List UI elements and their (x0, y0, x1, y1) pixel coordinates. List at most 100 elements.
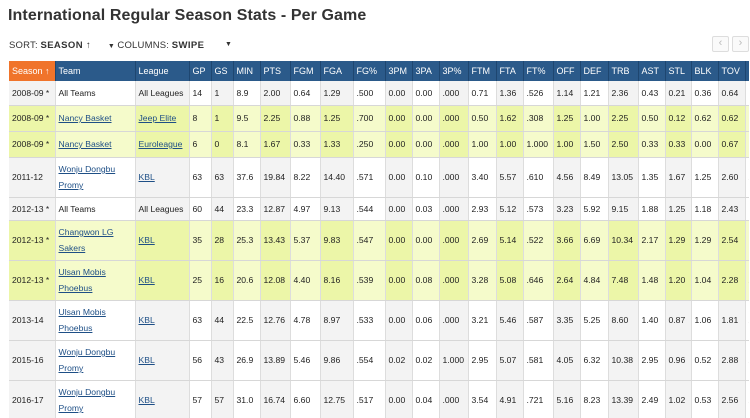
columns-dropdown-icon[interactable]: ▼ (225, 41, 232, 48)
stat-cell: 2.00 (260, 81, 291, 106)
sort-select[interactable]: SEASON ↑ (40, 40, 92, 51)
stat-cell: 2.95 (468, 340, 497, 381)
team-link[interactable]: Nancy Basket (58, 113, 112, 123)
column-header-season-sorted[interactable]: Season ↑ (9, 61, 56, 81)
team-link[interactable]: Wonju Dongbu Promy (58, 387, 116, 413)
stat-cell: 8 (189, 105, 212, 132)
column-header-pf[interactable]: PF (745, 61, 749, 81)
column-header-ftm[interactable]: FTM (468, 61, 497, 81)
season-cell: 2016-17 (9, 380, 56, 418)
league-link[interactable]: KBL (138, 395, 155, 405)
stat-cell: 8.16 (320, 260, 354, 301)
column-header-team[interactable]: Team (55, 61, 136, 81)
column-header-3pm[interactable]: 3PM (385, 61, 413, 81)
season-cell: 2012-13 * (9, 260, 56, 301)
column-header-gp[interactable]: GP (189, 61, 212, 81)
stat-cell: .610 (523, 157, 554, 198)
stat-cell: .500 (353, 81, 386, 106)
stat-cell: 1.35 (638, 157, 666, 198)
stat-cell: 2.43 (718, 197, 746, 221)
stat-cell: 4.84 (580, 260, 609, 301)
league-link[interactable]: Euroleague (138, 139, 183, 149)
column-header-tov[interactable]: TOV (718, 61, 746, 81)
prev-columns-button[interactable]: ‹ (712, 36, 729, 52)
league-link[interactable]: KBL (138, 235, 155, 245)
team-link[interactable]: Changwon LG Sakers (58, 227, 114, 253)
column-header-ast[interactable]: AST (638, 61, 666, 81)
stat-cell: 5.46 (496, 300, 524, 341)
stat-cell: 0 (211, 131, 234, 158)
team-link[interactable]: Wonju Dongbu Promy (58, 347, 116, 373)
stat-cell: 1.00 (745, 105, 749, 132)
column-header-off[interactable]: OFF (553, 61, 581, 81)
stat-cell: 1.29 (320, 81, 354, 106)
column-header-ft-[interactable]: FT% (523, 61, 554, 81)
stat-cell: 8.22 (290, 157, 321, 198)
stat-cell: 26.9 (233, 340, 261, 381)
table-row: 2012-13 * Changwon LG Sakers KBL 35 28 25.3 13… (9, 220, 749, 261)
column-header-fgm[interactable]: FGM (290, 61, 321, 81)
column-header-gs[interactable]: GS (211, 61, 234, 81)
stat-cell: 5.16 (553, 380, 581, 418)
stat-cell: 2.54 (745, 380, 749, 418)
column-header-fta[interactable]: FTA (496, 61, 524, 81)
stat-cell: 8.60 (608, 300, 639, 341)
stat-cell: 3.54 (468, 380, 497, 418)
stat-cell: 8.1 (233, 131, 261, 158)
league-link[interactable]: KBL (138, 275, 155, 285)
column-header-league[interactable]: League (135, 61, 190, 81)
stat-cell: 60 (189, 197, 212, 221)
column-header-blk[interactable]: BLK (691, 61, 719, 81)
stat-cell: 4.40 (290, 260, 321, 301)
league-link[interactable]: KBL (138, 355, 155, 365)
team-link[interactable]: Wonju Dongbu Promy (58, 164, 116, 190)
team-cell: Wonju Dongbu Promy (55, 380, 136, 418)
column-header-min[interactable]: MIN (233, 61, 261, 81)
stat-cell: 0.00 (385, 131, 413, 158)
column-header-trb[interactable]: TRB (608, 61, 639, 81)
league-link[interactable]: KBL (138, 172, 155, 182)
stat-cell: 0.10 (412, 157, 440, 198)
column-header-stl[interactable]: STL (665, 61, 692, 81)
stat-cell: 37.6 (233, 157, 261, 198)
column-header-pts[interactable]: PTS (260, 61, 291, 81)
team-link[interactable]: Nancy Basket (58, 139, 112, 149)
column-header-def[interactable]: DEF (580, 61, 609, 81)
season-cell: 2012-13 * (9, 197, 56, 221)
stat-cell: 2.64 (553, 260, 581, 301)
stat-cell: 1.00 (553, 131, 581, 158)
stat-cell: 0.33 (638, 131, 666, 158)
stat-cell: 8.23 (580, 380, 609, 418)
stat-cell: .539 (353, 260, 386, 301)
stat-cell: 0.00 (385, 380, 413, 418)
stat-cell: 2.54 (718, 220, 746, 261)
sort-dropdown-icon[interactable]: ▼ (107, 43, 115, 50)
stat-cell: .526 (523, 81, 554, 106)
stat-cell: .000 (439, 380, 469, 418)
stat-cell: 63 (211, 157, 234, 198)
stat-cell: 0.04 (412, 380, 440, 418)
stat-cell: 44 (211, 300, 234, 341)
next-columns-button[interactable]: › (732, 36, 749, 52)
team-link[interactable]: Ulsan Mobis Phoebus (58, 307, 106, 333)
stat-cell: 3.40 (468, 157, 497, 198)
season-cell: 2008-09 * (9, 105, 56, 132)
column-header-fg-[interactable]: FG% (353, 61, 386, 81)
league-link[interactable]: KBL (138, 315, 155, 325)
team-link[interactable]: Ulsan Mobis Phoebus (58, 267, 106, 293)
league-link[interactable]: Jeep Elite (138, 113, 177, 123)
column-header-3pa[interactable]: 3PA (412, 61, 440, 81)
league-cell: Jeep Elite (135, 105, 190, 132)
stat-cell: 16 (211, 260, 234, 301)
stat-cell: 4.05 (553, 340, 581, 381)
stat-cell: .000 (439, 197, 469, 221)
stat-cell: 0.43 (638, 81, 666, 106)
stat-cell: 2.69 (468, 220, 497, 261)
stat-cell: 13.39 (608, 380, 639, 418)
columns-select[interactable]: SWIPE (171, 40, 205, 51)
stat-cell: 5.12 (496, 197, 524, 221)
column-header-3p-[interactable]: 3P% (439, 61, 469, 81)
column-header-fga[interactable]: FGA (320, 61, 354, 81)
stat-cell: 1.21 (580, 81, 609, 106)
stats-table-container: Season ↑ Team League GP GS MIN PTS FGM FGA FG% 3PM… (9, 61, 749, 418)
